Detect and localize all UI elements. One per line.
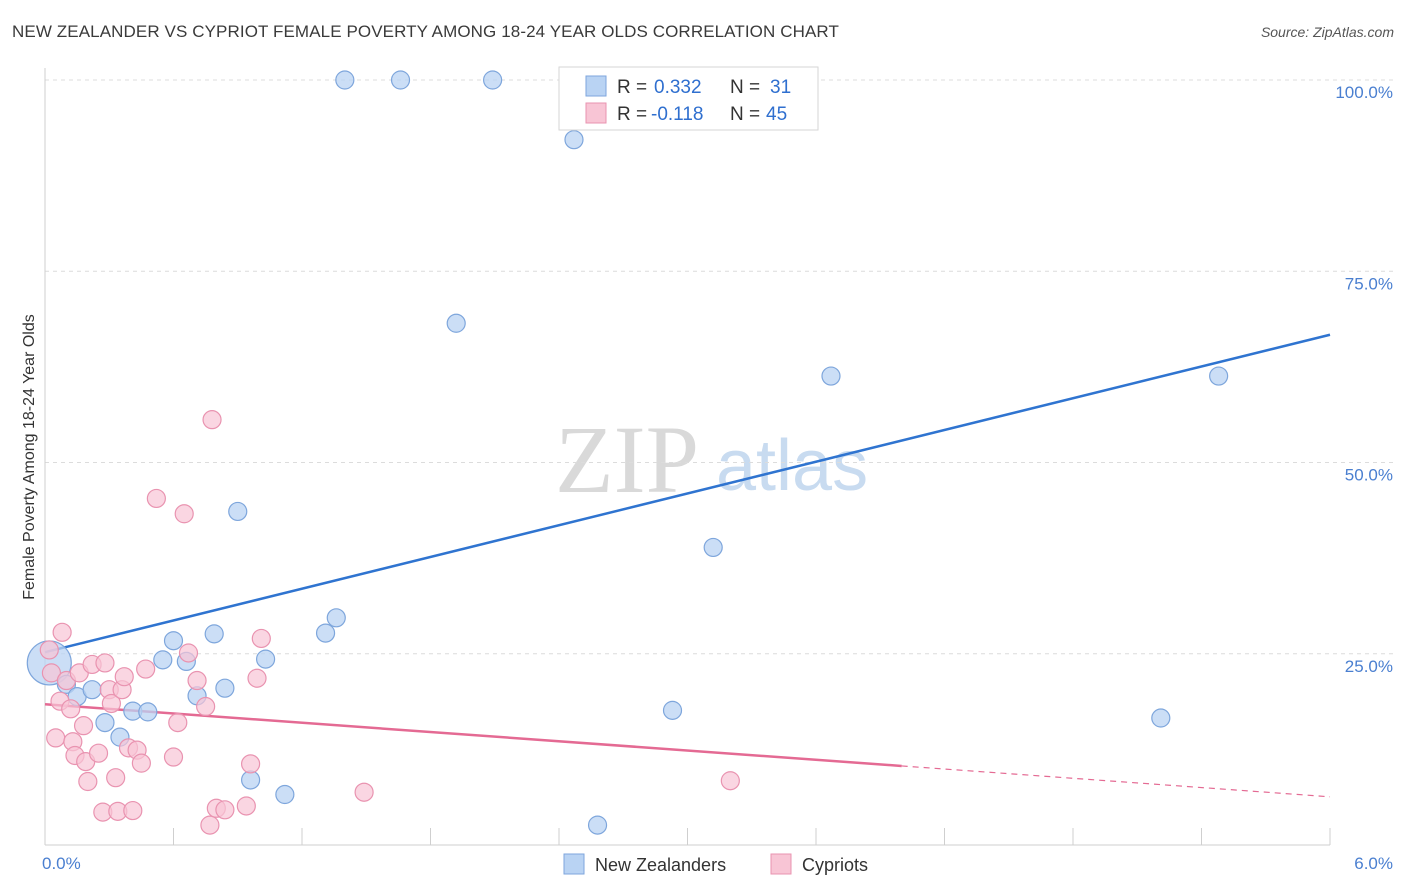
data-point <box>114 667 134 687</box>
data-point <box>153 650 173 670</box>
data-point <box>703 537 723 558</box>
data-points <box>26 70 1229 835</box>
data-point <box>1209 366 1229 386</box>
data-point <box>82 680 102 700</box>
y-tick-label: 100.0% <box>1335 83 1393 102</box>
data-point <box>255 649 276 669</box>
data-point <box>168 712 188 733</box>
trend-line-cypriots <box>44 702 902 768</box>
data-point <box>41 663 62 683</box>
data-point <box>146 488 166 509</box>
data-point <box>483 70 503 90</box>
legend-r-value: 0.332 <box>654 77 702 98</box>
data-point <box>138 702 158 722</box>
x-tick-label: 0.0% <box>42 854 81 873</box>
x-tick-label: 6.0% <box>1354 854 1393 873</box>
trend-lines <box>44 333 1331 798</box>
data-point <box>106 768 126 788</box>
data-point <box>202 410 222 430</box>
data-point <box>241 754 261 774</box>
data-point <box>204 624 224 644</box>
data-point <box>241 770 261 790</box>
data-point <box>136 659 156 679</box>
data-point <box>187 670 207 691</box>
y-tick-labels: 25.0% 50.0% 75.0% 100.0% <box>1335 83 1393 676</box>
chart-title: NEW ZEALANDER VS CYPRIOT FEMALE POVERTY … <box>12 22 839 41</box>
data-point <box>821 366 841 386</box>
data-point <box>46 728 66 748</box>
data-point <box>73 716 94 736</box>
legend-n-value: 45 <box>766 104 787 125</box>
y-axis-label: Female Poverty Among 18-24 Year Olds <box>21 314 38 600</box>
data-point <box>178 643 199 663</box>
data-point <box>662 700 683 720</box>
x-tick-labels: 0.0% 6.0% <box>42 854 1393 873</box>
data-point <box>564 130 584 150</box>
data-point <box>101 693 121 714</box>
data-point <box>95 653 115 673</box>
data-point <box>131 753 151 773</box>
y-tick-label: 25.0% <box>1345 657 1393 676</box>
data-point <box>275 784 295 805</box>
data-point <box>354 782 374 802</box>
legend-n-label: N = <box>730 77 760 98</box>
data-point <box>236 796 256 816</box>
data-point <box>61 699 81 719</box>
legend-n-value: 31 <box>770 77 791 98</box>
legend-r-value: -0.118 <box>651 104 703 125</box>
data-point <box>228 501 248 522</box>
data-point <box>326 608 346 628</box>
legend-swatch-cypriots <box>585 102 607 124</box>
data-point <box>720 771 740 791</box>
data-point <box>251 628 271 649</box>
watermark-atlas: atlas <box>716 426 868 506</box>
data-point <box>215 678 235 698</box>
data-point <box>163 747 184 767</box>
data-point <box>215 800 235 820</box>
data-point <box>587 815 608 835</box>
source-credit: Source: ZipAtlas.com <box>1260 24 1394 40</box>
data-point <box>52 622 72 642</box>
trend-line-new-zealanders <box>44 333 1331 654</box>
legend-r-label: R = <box>617 104 647 125</box>
data-point <box>247 668 267 688</box>
data-point <box>196 696 216 717</box>
data-point <box>163 631 184 651</box>
data-point <box>200 815 220 835</box>
bottom-legend-swatch-cypriots <box>770 853 792 875</box>
axes <box>44 68 1331 846</box>
data-point <box>39 640 59 660</box>
data-point <box>1151 708 1171 728</box>
watermark-zip: ZIP <box>555 406 699 513</box>
y-tick-label: 75.0% <box>1345 274 1393 293</box>
data-point <box>78 771 98 792</box>
series-legend: New Zealanders Cypriots <box>563 853 868 875</box>
trend-line-cypriots-extrapolated <box>901 765 1331 798</box>
stats-legend: R = 0.332 N = 31 R = -0.118 N = 45 <box>558 66 819 131</box>
data-point <box>390 70 411 90</box>
gridlines <box>45 79 1395 655</box>
data-point <box>123 800 143 821</box>
data-point <box>446 313 466 333</box>
legend-r-label: R = <box>617 77 647 98</box>
series-cypriots <box>39 410 740 835</box>
data-point <box>95 712 115 733</box>
data-point <box>315 623 336 643</box>
bottom-legend-swatch-new-zealanders <box>563 853 585 875</box>
legend-n-label: N = <box>730 104 760 125</box>
data-point <box>88 743 109 763</box>
bottom-legend-label-new-zealanders: New Zealanders <box>595 855 726 875</box>
data-point <box>174 504 194 524</box>
bottom-legend-label-cypriots: Cypriots <box>802 855 868 875</box>
data-point <box>335 70 355 90</box>
legend-swatch-new-zealanders <box>585 75 607 97</box>
y-tick-label: 50.0% <box>1345 466 1393 485</box>
